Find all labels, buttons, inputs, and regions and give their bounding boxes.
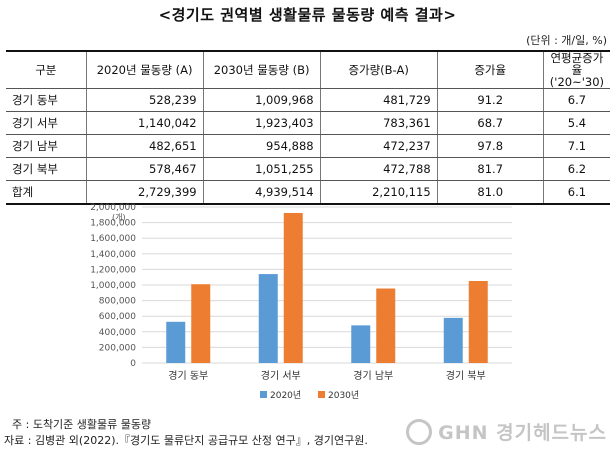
unit-note: (단위 : 개/일, %) <box>526 34 607 47</box>
y-tick-label: 800,000 <box>99 297 136 307</box>
y-tick-label: 400,000 <box>99 328 136 338</box>
cell-2030: 1,009,968 <box>202 88 321 112</box>
cell-2020: 1,140,042 <box>85 111 204 135</box>
y-axis-label: (개) <box>112 212 126 222</box>
bar-chart: 0 200,000 400,000 600,000 800,000 1,000,000 1,… <box>90 203 512 401</box>
row-label: 경기 서부 <box>6 111 87 135</box>
cell-2030: 954,888 <box>202 134 321 158</box>
header-annual-rate-line2: ('20~'30) <box>549 75 604 89</box>
table-header-row: 구분 2020년 물동량 (A) 2030년 물동량 (B) 증가량(B-A) … <box>6 50 610 89</box>
header-annual-rate: 연평균증가율 ('20~'30) <box>542 50 610 89</box>
watermark-logo: GHN 경기헤드뉴스 <box>406 418 607 445</box>
legend-label: 2030년 <box>328 390 359 401</box>
cell-annual-rate: 5.4 <box>542 111 610 135</box>
header-category: 구분 <box>6 50 87 89</box>
cell-rate: 81.7 <box>436 157 544 181</box>
y-tick-label: 600,000 <box>99 312 136 322</box>
y-tick-label: 1,000,000 <box>90 281 136 291</box>
cell-rate: 68.7 <box>436 111 544 135</box>
cell-increase: 783,361 <box>319 111 438 135</box>
cell-increase: 472,237 <box>319 134 438 158</box>
cell-increase: 2,210,115 <box>319 180 438 205</box>
cell-annual-rate: 6.7 <box>542 88 610 112</box>
cell-rate: 91.2 <box>436 88 544 112</box>
cell-annual-rate: 7.1 <box>542 134 610 158</box>
cell-2030: 1,051,255 <box>202 157 321 181</box>
bar <box>166 321 186 363</box>
legend-swatch <box>318 391 325 398</box>
table-row: 경기 동부 528,239 1,009,968 481,729 91.2 6.7 <box>6 88 610 112</box>
note-source: 자료 : 김병관 외(2022).『경기도 물류단지 공급규모 산정 연구』, … <box>4 434 368 447</box>
x-tick-label: 경기 남부 <box>353 369 393 382</box>
header-2030: 2030년 물동량 (B) <box>202 50 321 89</box>
forecast-table: 구분 2020년 물동량 (A) 2030년 물동량 (B) 증가량(B-A) … <box>6 50 610 205</box>
cell-annual-rate: 6.2 <box>542 157 610 181</box>
header-2020: 2020년 물동량 (A) <box>85 50 204 89</box>
row-label: 합계 <box>6 180 87 205</box>
legend-label: 2020년 <box>270 390 301 401</box>
cell-2020: 2,729,399 <box>85 180 204 205</box>
table-total-row: 합계 2,729,399 4,939,514 2,210,115 81.0 6.… <box>6 180 610 205</box>
legend-swatch <box>260 391 267 398</box>
cell-2030: 1,923,403 <box>202 111 321 135</box>
bar <box>468 281 488 363</box>
cell-annual-rate: 6.1 <box>542 180 610 205</box>
watermark-text: GHN 경기헤드뉴스 <box>438 422 607 444</box>
y-tick-label: 1,400,000 <box>90 250 136 260</box>
y-tick-label: 200,000 <box>99 343 136 353</box>
bar <box>283 212 303 363</box>
bar <box>443 317 463 363</box>
cell-increase: 481,729 <box>319 88 438 112</box>
cell-rate: 97.8 <box>436 134 544 158</box>
row-label: 경기 북부 <box>6 157 87 181</box>
bar <box>258 274 278 363</box>
table-row: 경기 남부 482,651 954,888 472,237 97.8 7.1 <box>6 134 610 158</box>
cell-increase: 472,788 <box>319 157 438 181</box>
y-tick-label: 1,600,000 <box>90 234 136 244</box>
cell-2020: 578,467 <box>85 157 204 181</box>
y-tick-label: 1,200,000 <box>90 265 136 275</box>
header-increase: 증가량(B-A) <box>319 50 438 89</box>
cell-2020: 482,651 <box>85 134 204 158</box>
bar <box>376 288 396 363</box>
watermark-circle-icon <box>406 418 433 445</box>
chart-title: <경기도 권역별 생활물류 물동량 예측 결과> <box>158 6 457 24</box>
x-tick-label: 경기 동부 <box>168 369 208 382</box>
header-annual-rate-line1: 연평균증가율 <box>550 51 604 77</box>
bar <box>191 284 211 363</box>
table-row: 경기 서부 1,140,042 1,923,403 783,361 68.7 5… <box>6 111 610 135</box>
x-tick-label: 경기 서부 <box>261 369 301 382</box>
y-tick-label: 1,800,000 <box>90 219 136 229</box>
header-rate: 증가율 <box>436 50 544 89</box>
x-tick-label: 경기 북부 <box>446 369 486 382</box>
cell-rate: 81.0 <box>436 180 544 205</box>
cell-2030: 4,939,514 <box>202 180 321 205</box>
y-tick-label: 2,000,000 <box>90 203 136 213</box>
note-basis: 주 : 도착기준 생활물류 물동량 <box>12 418 152 431</box>
row-label: 경기 동부 <box>6 88 87 112</box>
row-label: 경기 남부 <box>6 134 87 158</box>
y-tick-label: 0 <box>130 359 136 369</box>
table-row: 경기 북부 578,467 1,051,255 472,788 81.7 6.2 <box>6 157 610 181</box>
cell-2020: 528,239 <box>85 88 204 112</box>
bar <box>351 325 371 363</box>
